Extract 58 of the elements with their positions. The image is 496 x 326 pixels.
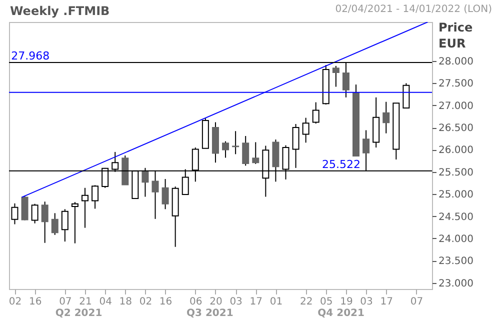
x-tick-label: 17 xyxy=(380,296,393,308)
x-tick-label: 17 xyxy=(250,296,262,308)
candlestick xyxy=(252,142,260,164)
x-tick-label: 06 xyxy=(190,296,202,308)
candlestick xyxy=(21,196,28,221)
x-tick-label: 02 xyxy=(8,296,22,308)
text: Q2 2021 xyxy=(55,308,102,319)
x-tick-label: 05 xyxy=(320,296,333,308)
y-tick-label: 23.000 xyxy=(438,278,474,290)
x-tick-label: 21 xyxy=(79,296,92,308)
x-tick-label: 19 xyxy=(340,296,353,308)
candlestick xyxy=(302,117,310,144)
y-tick-label: 24.500 xyxy=(438,212,474,223)
x-tick-label: 01 xyxy=(270,296,283,308)
candlestick xyxy=(162,178,169,210)
y-tick-label: 23.500 xyxy=(438,256,474,268)
text: Q4 2021 xyxy=(318,308,364,319)
candlestick xyxy=(41,201,48,244)
x-tick-label: 20 xyxy=(210,296,222,308)
ref-line-label: 27.968 xyxy=(11,49,50,62)
x-tick-label: 03 xyxy=(230,296,242,308)
y-tick-label: 26.500 xyxy=(438,123,474,134)
x-tick-label: 22 xyxy=(300,296,313,308)
y-tick-label: 26.000 xyxy=(438,145,474,156)
x-tick-label: 07 xyxy=(410,296,424,308)
candlestick xyxy=(61,208,68,242)
candlestick xyxy=(312,102,320,124)
text: Q3 2021 xyxy=(186,308,234,319)
candlestick xyxy=(81,187,88,228)
y-tick-label: 24.000 xyxy=(438,234,474,245)
x-tick-label: 16 xyxy=(28,296,42,308)
x-tick-label: 16 xyxy=(159,296,172,308)
candlestick xyxy=(242,135,250,166)
x-tick-label: 07 xyxy=(59,296,72,308)
candlestick xyxy=(11,202,18,225)
x-tick-label: 18 xyxy=(119,296,132,308)
candlestick xyxy=(51,212,58,236)
chart-subtitle: 02/04/2021 - 14/01/2022 (LON) xyxy=(335,4,492,15)
y-tick-label: 27.500 xyxy=(438,78,474,90)
candlestick xyxy=(92,184,99,210)
y-tick-label: 28.000 xyxy=(438,56,474,68)
candlestick xyxy=(292,124,300,168)
x-tick-label: 04 xyxy=(99,296,112,308)
y-tick-label: 25.500 xyxy=(438,167,474,178)
y-tick-label: 25.000 xyxy=(438,190,474,201)
candlestick xyxy=(31,203,38,224)
candlestick xyxy=(222,140,230,158)
x-tick-label: 02 xyxy=(139,296,152,308)
candlestick xyxy=(382,101,390,134)
ref-line-label: 25.522 xyxy=(322,158,361,171)
candlestick xyxy=(402,82,410,109)
chart-title: Weekly .FTMIB xyxy=(10,4,110,18)
candlestick xyxy=(332,65,340,88)
candlestick xyxy=(232,130,240,155)
y-axis-title: Price EUR xyxy=(438,20,473,50)
x-tick-label: 03 xyxy=(360,296,373,308)
candlestick xyxy=(71,202,78,244)
y-tick-label: 27.000 xyxy=(438,100,474,112)
